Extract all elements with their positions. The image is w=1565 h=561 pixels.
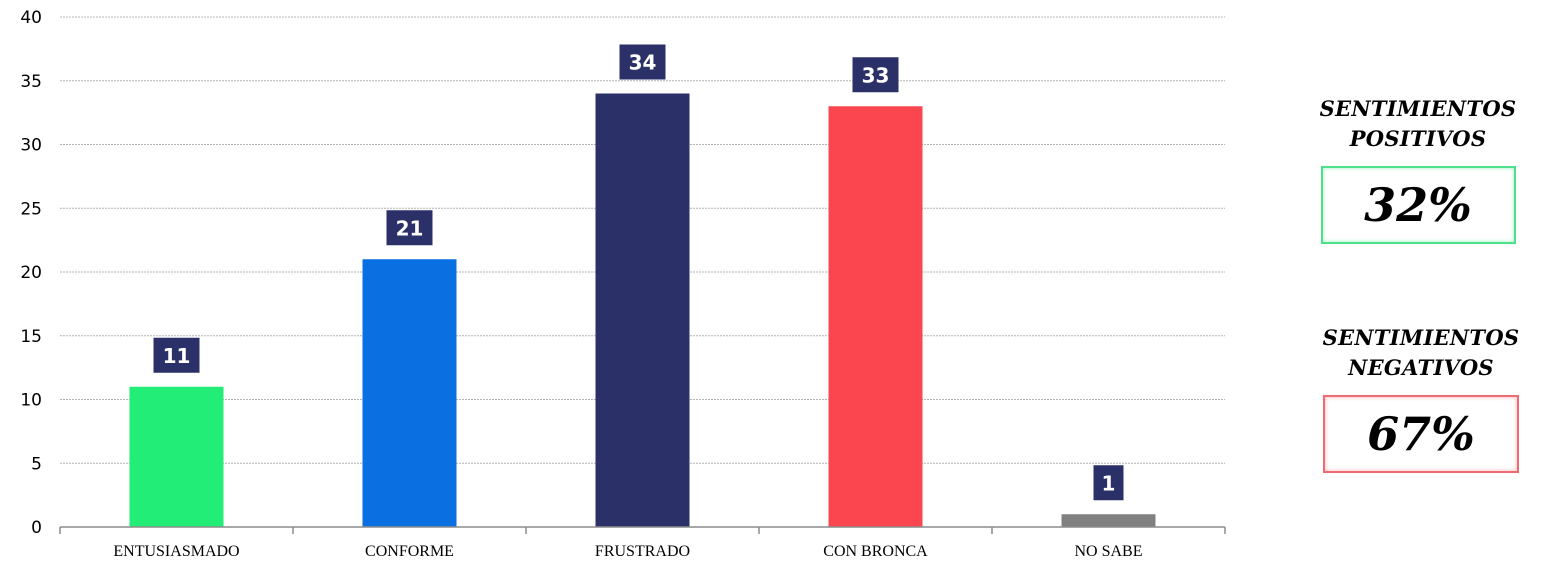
y-tick-label: 20 bbox=[20, 263, 42, 283]
bar bbox=[1061, 514, 1156, 527]
x-category-label: NO SABE bbox=[1074, 543, 1142, 560]
bar bbox=[828, 106, 923, 527]
negative-sentiment-panel: SENTIMIENTOS NEGATIVOS 67% bbox=[1300, 323, 1542, 473]
x-category-label: ENTUSIASMADO bbox=[113, 543, 239, 560]
positive-sentiment-panel: SENTIMIENTOS POSITIVOS 32% bbox=[1300, 94, 1536, 244]
bar bbox=[595, 93, 690, 527]
negative-percentage: 67% bbox=[1367, 407, 1475, 461]
data-label-box bbox=[852, 57, 899, 93]
data-label-box bbox=[386, 210, 433, 246]
y-tick-label: 25 bbox=[20, 199, 42, 219]
data-label: 21 bbox=[386, 210, 433, 246]
data-label: 34 bbox=[619, 44, 666, 80]
bar bbox=[362, 259, 457, 527]
negative-title-line1: SENTIMIENTOS bbox=[1322, 325, 1520, 350]
negative-title-line2: NEGATIVOS bbox=[1348, 355, 1494, 380]
data-label-value: 33 bbox=[862, 63, 890, 87]
y-tick-label: 40 bbox=[20, 8, 42, 28]
positive-title-line2: POSITIVOS bbox=[1349, 126, 1487, 151]
data-label: 1 bbox=[1093, 465, 1124, 501]
x-category-label: FRUSTRADO bbox=[595, 543, 690, 560]
y-tick-label: 35 bbox=[20, 72, 42, 92]
data-label-box bbox=[153, 337, 200, 373]
y-tick-label: 30 bbox=[20, 136, 42, 156]
data-label-box bbox=[1093, 465, 1124, 501]
bar-chart: 0 5 10 15 20 25 30 35 40 ENTUSIASMADO CONFORME FRU… bbox=[20, 8, 1226, 560]
data-label-box bbox=[619, 44, 666, 80]
data-label-value: 1 bbox=[1102, 471, 1116, 495]
data-labels: 11 21 34 33 1 bbox=[153, 44, 1124, 501]
positive-percentage-box: 32% bbox=[1320, 166, 1516, 244]
data-label-value: 11 bbox=[163, 344, 191, 368]
data-label-value: 34 bbox=[629, 51, 657, 75]
bar bbox=[129, 386, 224, 527]
x-category-label: CONFORME bbox=[365, 543, 454, 560]
x-category-label: CON BRONCA bbox=[823, 543, 928, 560]
data-label-value: 21 bbox=[396, 216, 424, 240]
bars bbox=[129, 93, 1156, 527]
y-axis-ticks: 0 5 10 15 20 25 30 35 40 bbox=[20, 8, 42, 538]
y-tick-label: 15 bbox=[20, 327, 42, 347]
y-tick-label: 10 bbox=[20, 391, 42, 411]
y-tick-label: 0 bbox=[31, 518, 42, 538]
positive-title-line1: SENTIMIENTOS bbox=[1319, 96, 1517, 121]
positive-percentage: 32% bbox=[1364, 178, 1472, 232]
data-label: 11 bbox=[153, 337, 200, 373]
data-label: 33 bbox=[852, 57, 899, 93]
x-axis-tick-marks bbox=[59, 527, 1226, 534]
y-tick-label: 5 bbox=[31, 454, 42, 474]
x-axis-categories: ENTUSIASMADO CONFORME FRUSTRADO CON BRONCA N… bbox=[113, 543, 1142, 560]
negative-percentage-box: 67% bbox=[1323, 395, 1519, 473]
